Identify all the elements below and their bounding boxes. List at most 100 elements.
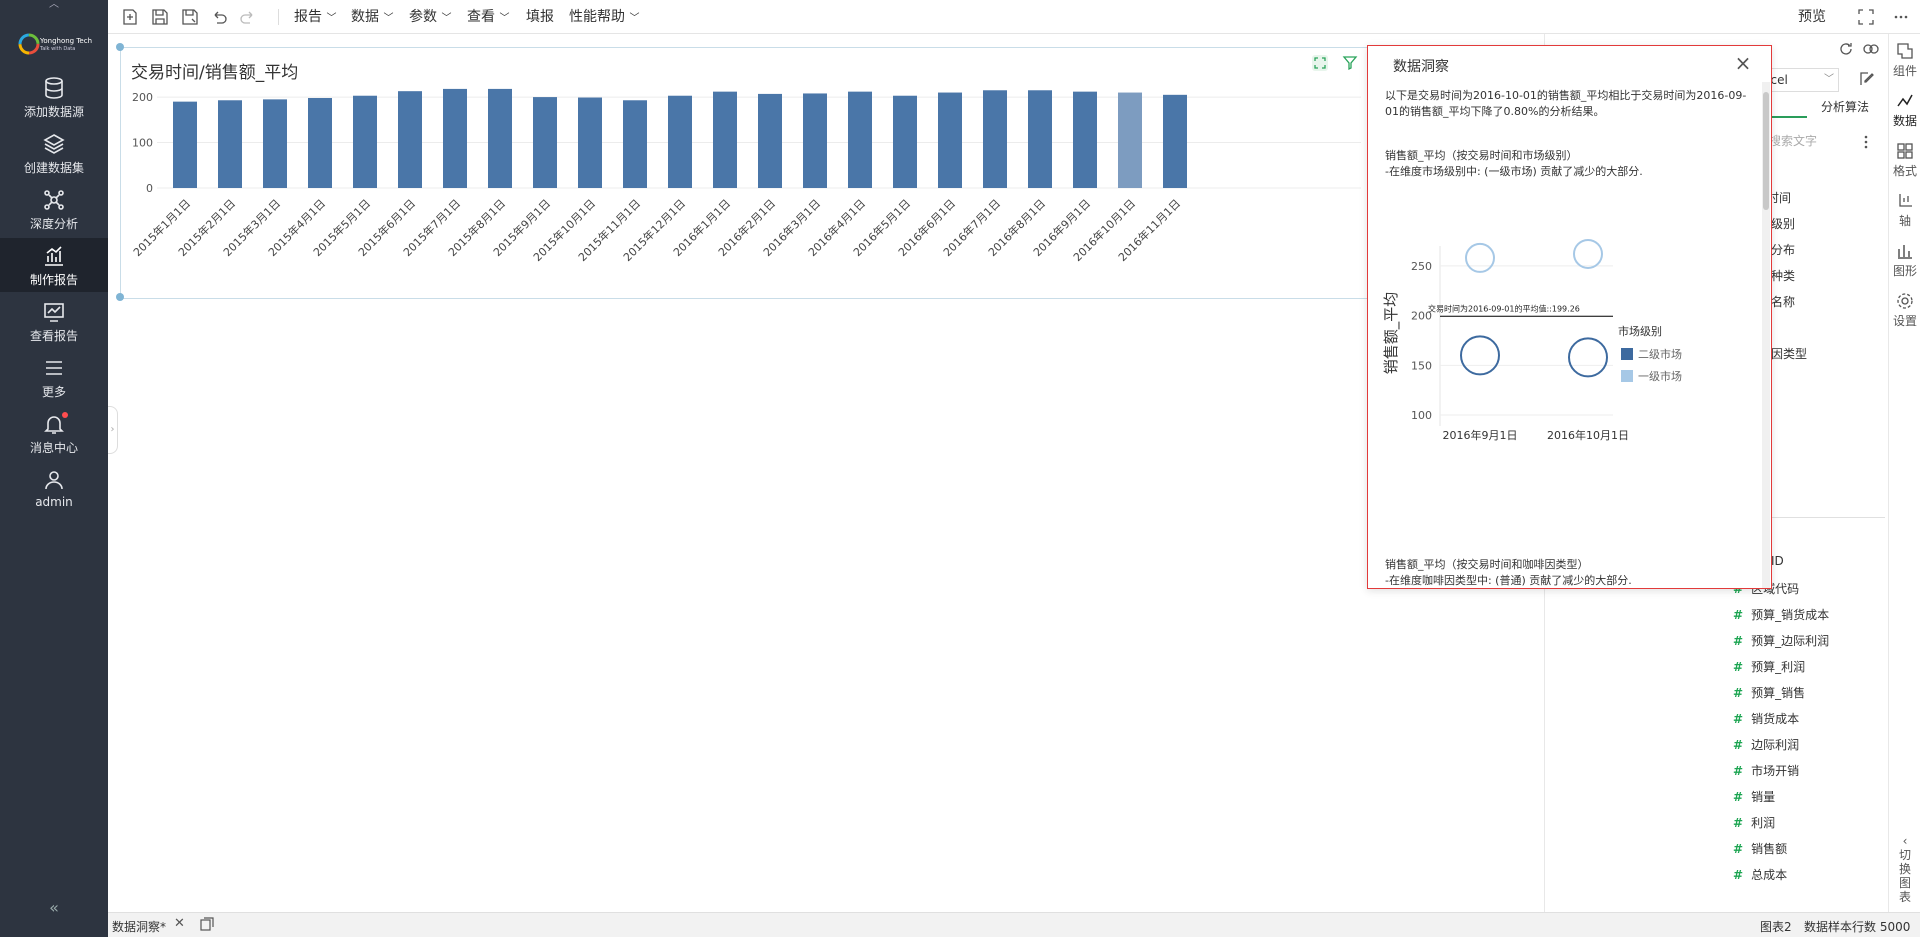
dimension-field[interactable]: 时间 — [1767, 191, 1792, 205]
nav-add-datasource[interactable]: 添加数据源 — [0, 70, 108, 124]
tab-format[interactable]: 格式 — [1889, 142, 1920, 179]
kebab-menu-icon[interactable] — [1863, 135, 1869, 149]
filter-icon[interactable] — [1341, 54, 1359, 72]
tab-analysis-algorithm[interactable]: 分析算法 — [1821, 100, 1870, 114]
nav-user[interactable]: admin — [0, 462, 108, 516]
menu-params[interactable]: 参数 ﹀ — [409, 9, 452, 25]
more-options-icon[interactable] — [1892, 8, 1910, 26]
expand-nav-button[interactable]: « — [49, 898, 59, 917]
resize-handle[interactable] — [116, 43, 124, 51]
dimension-field[interactable]: 种类 — [1771, 269, 1796, 283]
chart-report-icon — [45, 246, 63, 266]
resize-handle[interactable] — [116, 293, 124, 301]
bar — [1163, 94, 1187, 188]
nav-create-dataset[interactable]: 创建数据集 — [0, 126, 108, 180]
preview-button[interactable]: 预览 — [1798, 9, 1826, 25]
dimension-field[interactable]: 名称 — [1771, 295, 1796, 309]
measure-hash-icon: # — [1733, 868, 1744, 882]
collapse-up-icon[interactable]: ︿ — [49, 0, 59, 10]
report-canvas: 交易时间/销售额_平均 0 100 200 2015年1月1日 2015年2月1日 201… — [108, 35, 1544, 912]
bar — [488, 88, 512, 188]
close-tab-icon[interactable]: ✕ — [174, 916, 185, 931]
reference-label: 交易时间为2016-09-01的平均值::199.26 — [1428, 303, 1580, 313]
dimension-field[interactable]: 因类型 — [1771, 347, 1808, 361]
menu-view[interactable]: 查看 ﹀ — [467, 9, 510, 25]
tab-shape[interactable]: 图形 — [1889, 242, 1920, 279]
chevron-left-icon: ‹ — [1902, 834, 1908, 848]
y-tick-label: 100 — [1411, 409, 1432, 422]
scatter-point — [1573, 238, 1603, 269]
nav-label: 制作报告 — [29, 273, 78, 287]
nav-more[interactable]: 更多 — [0, 350, 108, 404]
bar — [983, 90, 1007, 188]
tab-axis[interactable]: 轴 — [1889, 192, 1920, 229]
measure-field[interactable]: # 预算_销货成本 — [1733, 606, 1829, 623]
menu-performance-help[interactable]: 性能帮助 ﹀ — [569, 9, 640, 25]
measure-field[interactable]: # 销售额 — [1733, 840, 1787, 857]
tab-settings[interactable]: 设置 — [1889, 292, 1920, 329]
dimension-field[interactable]: 分布 — [1771, 243, 1796, 257]
measure-field[interactable]: # 预算_销售 — [1733, 684, 1805, 701]
tab-data[interactable]: 数据 — [1889, 92, 1920, 129]
measure-field[interactable]: # 销量 — [1733, 788, 1775, 805]
tab-label: 图形 — [1892, 264, 1917, 278]
new-tab-icon[interactable] — [200, 917, 214, 931]
tab-label: 组件 — [1892, 64, 1917, 78]
redo-icon[interactable] — [239, 8, 257, 26]
legend-label: 二级市场 — [1638, 347, 1682, 361]
menu-report[interactable]: 报告 ﹀ — [294, 9, 337, 25]
menu-data[interactable]: 数据 ﹀ — [351, 9, 394, 25]
link-icon[interactable] — [1862, 41, 1880, 57]
bell-icon — [44, 416, 64, 434]
edit-icon[interactable] — [1858, 70, 1876, 88]
toolbar-divider — [278, 9, 279, 25]
measure-hash-icon: # — [1733, 712, 1744, 726]
dialog-scrollbar[interactable] — [1762, 82, 1770, 588]
tab-label: 设置 — [1892, 314, 1917, 328]
network-icon — [44, 190, 64, 210]
measure-hash-icon: # — [1733, 582, 1744, 596]
x-tick-label: 2016年10月1日 — [1547, 428, 1629, 442]
report-tab[interactable]: 数据洞察* — [112, 920, 167, 934]
save-as-icon[interactable] — [181, 8, 199, 26]
menu-fill[interactable]: 填报 — [526, 9, 554, 25]
measure-field[interactable]: # 市场开销 — [1733, 762, 1799, 779]
switch-chart-button[interactable]: ‹ 切换图表 — [1897, 834, 1913, 904]
nav-messages[interactable]: 消息中心 — [0, 406, 108, 460]
refresh-icon[interactable] — [1838, 41, 1854, 57]
scrollbar-thumb[interactable] — [1763, 92, 1769, 210]
nav-deep-analysis[interactable]: 深度分析 — [0, 182, 108, 236]
chevron-down-icon: ﹀ — [629, 13, 640, 24]
measure-field[interactable]: ID — [1771, 554, 1784, 568]
nav-view-report[interactable]: 查看报告 — [0, 294, 108, 348]
chevron-down-icon: ﹀ — [383, 13, 394, 24]
expand-chart-icon[interactable] — [1311, 54, 1329, 72]
fullscreen-icon[interactable] — [1857, 8, 1875, 26]
bar-chart-component[interactable]: 交易时间/销售额_平均 0 100 200 2015年1月1日 2015年2月1日 201… — [116, 43, 1544, 301]
measure-field[interactable]: # 总成本 — [1733, 866, 1787, 883]
panel-divider[interactable] — [1735, 517, 1885, 518]
nav-make-report[interactable]: 制作报告 — [0, 238, 108, 292]
measure-label: 利润 — [1751, 816, 1776, 830]
save-icon[interactable] — [151, 8, 169, 26]
measure-field[interactable]: # 利润 — [1733, 814, 1775, 831]
nav-label: 添加数据源 — [23, 105, 84, 119]
measure-field[interactable]: # 预算_边际利润 — [1733, 632, 1829, 649]
new-report-icon[interactable] — [121, 8, 139, 26]
measure-field[interactable]: # 销货成本 — [1733, 710, 1799, 727]
tab-component[interactable]: 组件 — [1889, 42, 1920, 79]
close-icon[interactable]: × — [1734, 51, 1752, 75]
measure-label: 预算_利润 — [1751, 660, 1806, 674]
notification-badge — [62, 412, 68, 418]
logo: Yonghong Tech Talk with Data — [16, 27, 96, 61]
bar — [893, 95, 917, 188]
undo-icon[interactable] — [210, 8, 228, 26]
nav-label: 创建数据集 — [23, 161, 84, 175]
panel-drag-handle[interactable]: › — [108, 406, 118, 454]
section-title: 销售额_平均（按交易时间和市场级别） — [1385, 149, 1578, 162]
measure-field[interactable]: # 预算_利润 — [1733, 658, 1805, 675]
logo-sub: Talk with Data — [40, 46, 76, 52]
dimension-field[interactable]: 级别 — [1771, 217, 1796, 231]
measure-field[interactable]: # 边际利润 — [1733, 736, 1799, 753]
bar — [1028, 90, 1052, 188]
